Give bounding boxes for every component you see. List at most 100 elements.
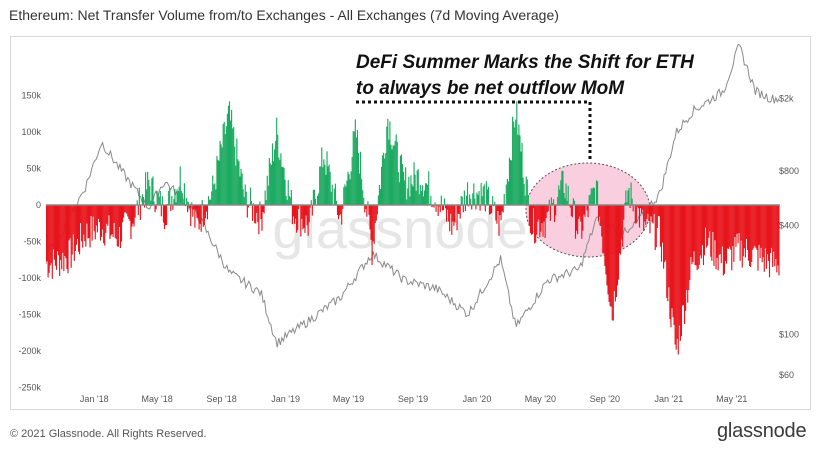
net-volume-bar xyxy=(200,205,202,232)
y-right-tick-label: $2k xyxy=(779,94,794,104)
net-volume-bar xyxy=(761,205,763,263)
net-volume-bar xyxy=(763,205,765,272)
net-volume-bar xyxy=(561,170,563,205)
brand-logo[interactable]: glassnode xyxy=(717,420,807,442)
net-volume-bar xyxy=(775,205,777,259)
net-volume-bar xyxy=(462,205,464,213)
net-volume-bar xyxy=(86,205,88,224)
net-volume-bar xyxy=(152,176,154,205)
net-volume-bar xyxy=(528,205,530,227)
net-volume-bar xyxy=(738,205,740,234)
net-volume-bar xyxy=(655,205,657,248)
x-tick-label: May '18 xyxy=(142,394,173,404)
net-volume-bar xyxy=(442,205,444,211)
y-right-tick-label: $400 xyxy=(779,220,799,230)
net-volume-bar xyxy=(700,205,702,259)
net-volume-bar xyxy=(506,178,508,205)
net-volume-bar xyxy=(769,205,772,253)
net-volume-bar xyxy=(235,165,237,205)
net-volume-bar xyxy=(136,200,138,205)
net-volume-bar xyxy=(505,184,507,205)
net-volume-bar xyxy=(603,205,605,254)
net-volume-bar xyxy=(520,151,522,205)
net-volume-bar xyxy=(711,205,713,261)
net-volume-bar xyxy=(456,205,458,231)
net-volume-bar xyxy=(251,205,254,221)
net-volume-bar xyxy=(681,205,684,306)
net-volume-bar xyxy=(531,205,534,235)
net-volume-bar xyxy=(297,205,299,231)
annotation-line2: to always be net outflow MoM xyxy=(356,78,625,99)
net-volume-bar xyxy=(652,205,654,224)
net-volume-bar xyxy=(213,184,215,205)
net-volume-bar xyxy=(600,205,602,226)
net-volume-bar xyxy=(650,205,652,217)
net-volume-bar xyxy=(471,205,473,210)
net-volume-bar xyxy=(764,205,766,249)
net-volume-bar xyxy=(759,205,761,259)
net-volume-bar xyxy=(131,205,133,227)
net-volume-bar xyxy=(302,205,304,230)
net-volume-bar xyxy=(129,205,131,221)
net-volume-bar xyxy=(264,190,266,205)
net-volume-bar xyxy=(392,145,394,205)
net-volume-bar xyxy=(778,205,780,276)
net-volume-bar xyxy=(271,143,274,205)
net-volume-bar xyxy=(250,201,253,205)
net-volume-bar xyxy=(636,205,638,207)
net-volume-bar xyxy=(100,205,103,237)
net-volume-bar xyxy=(124,205,126,213)
net-volume-bar xyxy=(345,186,347,205)
net-volume-bar xyxy=(170,205,172,212)
net-volume-bar xyxy=(220,144,222,205)
net-volume-bar xyxy=(307,205,309,236)
net-volume-bar xyxy=(147,171,149,205)
net-volume-bar xyxy=(692,205,694,263)
net-volume-bar xyxy=(389,121,391,205)
net-volume-bar xyxy=(422,196,425,205)
net-volume-bar xyxy=(688,205,690,291)
net-volume-bar xyxy=(343,187,345,205)
net-volume-bar xyxy=(322,167,324,205)
net-volume-bar xyxy=(773,205,775,252)
net-volume-bar xyxy=(666,205,668,298)
net-volume-bar xyxy=(690,205,692,258)
net-volume-bar xyxy=(687,205,689,303)
net-volume-bar xyxy=(543,205,545,222)
net-volume-bar xyxy=(508,157,511,205)
net-volume-bar xyxy=(82,205,84,248)
net-volume-bar xyxy=(127,205,129,217)
net-volume-bar xyxy=(64,205,66,257)
net-volume-bar xyxy=(454,205,456,223)
net-volume-bar xyxy=(313,189,316,205)
net-volume-bar xyxy=(156,191,158,205)
net-volume-bar xyxy=(483,184,485,205)
net-volume-bar xyxy=(278,157,280,205)
net-volume-bar xyxy=(475,205,477,210)
net-volume-bar xyxy=(331,184,333,205)
net-volume-bar xyxy=(431,205,433,208)
net-volume-bar xyxy=(249,187,252,205)
net-volume-bar xyxy=(206,205,209,220)
net-volume-bar xyxy=(519,135,521,205)
net-volume-bar xyxy=(365,205,367,209)
net-volume-bar xyxy=(516,101,518,205)
net-volume-bar xyxy=(410,175,412,205)
x-tick-label: Sep '20 xyxy=(590,394,620,404)
net-volume-bar xyxy=(608,205,610,302)
net-volume-bar xyxy=(440,195,442,205)
net-volume-bar xyxy=(551,202,554,205)
net-volume-bar xyxy=(372,205,374,242)
net-volume-bar xyxy=(744,205,746,258)
net-volume-bar xyxy=(494,201,496,205)
net-volume-bar xyxy=(282,166,284,205)
net-volume-bar xyxy=(485,181,487,205)
net-volume-bar xyxy=(653,205,655,215)
net-volume-bar xyxy=(740,205,742,241)
net-volume-bar xyxy=(323,159,325,205)
net-volume-bar xyxy=(413,162,415,205)
net-volume-bar xyxy=(66,205,68,270)
x-axis: Jan '18 May '18 Sep '18 Jan '19 May '19 Sep '… xyxy=(80,394,748,404)
net-volume-bar xyxy=(430,195,432,205)
net-volume-bar xyxy=(85,205,87,247)
